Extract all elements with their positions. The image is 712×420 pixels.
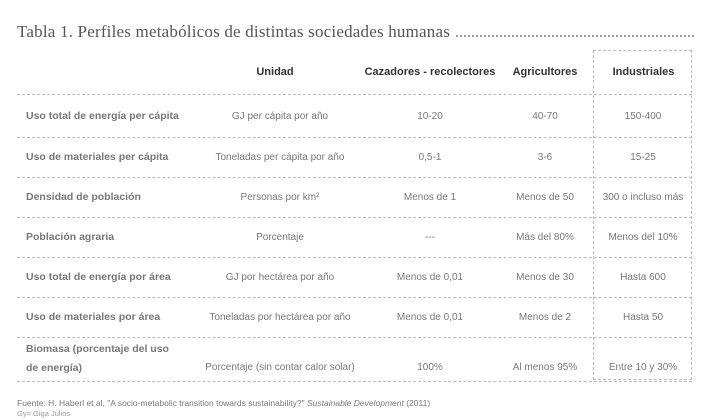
cell-industriales: 15-25 [630,152,656,163]
table-row: Biomasa (porcentaje del uso de energía) … [17,337,692,382]
cell-cazadores: --- [425,232,435,243]
source-prefix: Fuente: H. Haberl et al, "A socio-metabo… [17,398,305,408]
cell-agricultores: Al menos 95% [512,362,578,373]
cell-unidad: GJ per cápita por año [231,111,329,122]
row-label: Población agraria [26,231,115,243]
table-title: Tabla 1. Perfiles metabólicos de distint… [17,22,451,41]
table-row: Uso de materiales per cápita Toneladas p… [17,137,692,178]
cell-industriales: Entre 10 y 30% [608,362,678,373]
cell-agricultores: Menos de 30 [516,272,574,283]
cell-industriales: 150-400 [624,111,662,122]
cell-industriales: 300 o incluso más [602,192,684,203]
cell-cazadores: Menos de 0,01 [396,312,464,323]
row-label-line1: Biomasa (porcentaje del uso [26,343,169,355]
cell-unidad: Porcentaje (sin contar calor solar) [205,362,355,373]
cell-unidad: GJ por hectárea por año [225,272,335,283]
header-agricultores: Agricultores [512,66,578,78]
cell-agricultores: Menos de 50 [516,192,574,203]
cell-cazadores: Menos de 0,01 [396,272,464,283]
cell-agricultores: 40-70 [532,111,558,122]
cell-unidad: Toneladas per cápita por año [215,152,345,163]
source-year: (2011) [406,398,431,408]
cell-agricultores: 3-6 [537,152,553,163]
table-row: Uso de materiales por área Toneladas por… [17,297,692,338]
source-journal: Sustainable Development [307,398,404,408]
industriales-column-highlight [593,50,692,380]
title-dotted-leader [456,25,694,37]
row-label: Uso total de energía per cápita [26,110,179,122]
cell-unidad: Porcentaje [256,232,304,243]
table-row: Uso total de energía per cápita GJ per c… [17,94,692,138]
header-unidad: Unidad [256,66,294,78]
header-cazadores: Cazadores - recolectores [364,66,496,78]
row-label: Densidad de población [26,191,141,203]
cell-industriales: Hasta 600 [620,272,666,283]
cell-cazadores: 10-20 [417,111,443,122]
cell-unidad: Toneladas por hectárea por año [209,312,351,323]
cell-industriales: Menos del 10% [608,232,678,243]
unit-credit-note: Gy= Giga Julios [17,409,71,418]
table-title-row: Tabla 1. Perfiles metabólicos de distint… [17,22,694,44]
cell-agricultores: Más del 80% [516,232,574,243]
cell-agricultores: Menos de 2 [518,312,572,323]
source-footnote: Fuente: H. Haberl et al, "A socio-metabo… [17,398,430,408]
row-label: Uso total de energía por área [26,271,171,283]
cell-cazadores: Menos de 1 [403,192,457,203]
header-industriales: Industriales [612,66,675,78]
table-row: Uso total de energía por área GJ por hec… [17,257,692,298]
cell-cazadores: 0,5-1 [418,152,442,163]
table-row: Población agraria Porcentaje --- Más del… [17,217,692,258]
cell-unidad: Personas por km² [240,192,320,203]
row-label: Uso de materiales por área [26,311,161,323]
table-row: Densidad de población Personas por km² M… [17,177,692,218]
row-label-line2: de energía) [26,362,83,374]
cell-cazadores: 100% [417,362,443,373]
cell-industriales: Hasta 50 [622,312,664,323]
row-label: Uso de materiales per cápita [26,151,169,163]
